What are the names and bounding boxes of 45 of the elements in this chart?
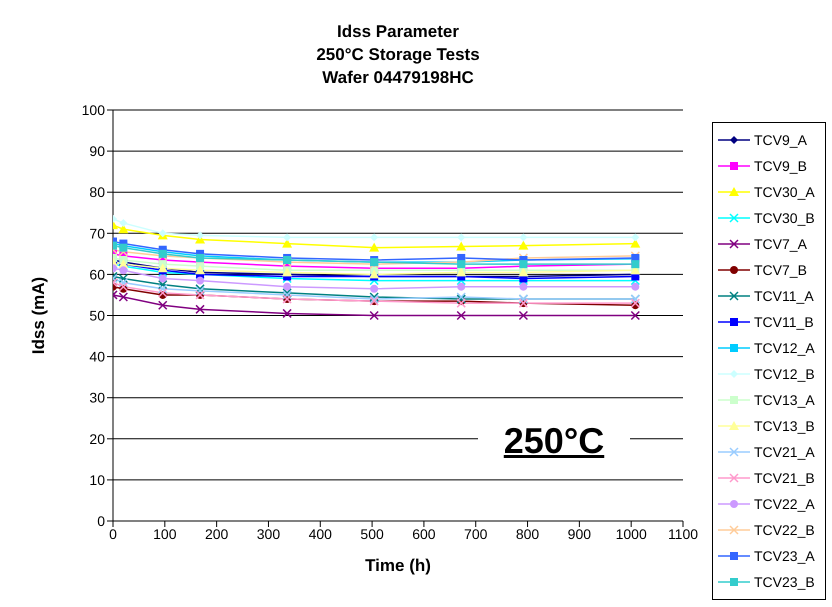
legend-label: TCV12_B: [754, 366, 815, 382]
legend-label: TCV13_A: [754, 392, 815, 408]
legend-label: TCV22_A: [754, 496, 815, 512]
annotation: 250°C: [478, 417, 630, 465]
x-tick-label: 400: [308, 526, 332, 542]
y-tick-label: 20: [89, 430, 106, 447]
x-axis-title: Time (h): [365, 556, 431, 575]
y-tick-label: 0: [97, 512, 106, 529]
y-tick-label: 10: [89, 472, 106, 488]
y-tick-label: 90: [89, 143, 106, 160]
legend-label: TCV11_A: [754, 288, 814, 304]
legend-label: TCV12_A: [754, 340, 815, 356]
legend-label: TCV30_A: [754, 184, 815, 200]
legend-label: TCV13_B: [754, 418, 815, 434]
x-tick-label: 500: [360, 526, 384, 542]
x-tick-label: 1100: [668, 526, 698, 542]
legend-label: TCV11_B: [754, 314, 814, 330]
y-tick-label: 30: [89, 390, 106, 406]
x-tick-label: 300: [256, 526, 280, 542]
legend-label: TCV21_A: [754, 444, 815, 460]
x-tick-label: 1000: [616, 526, 647, 542]
x-tick-label: 600: [412, 526, 436, 542]
x-tick-label: 200: [204, 526, 229, 542]
x-tick-label: 800: [516, 526, 540, 542]
legend-label: TCV9_A: [754, 132, 807, 148]
legend-label: TCV23_B: [754, 574, 815, 590]
x-tick-label: 0: [109, 526, 118, 542]
y-tick-label: 60: [89, 266, 106, 282]
y-tick-label: 70: [89, 225, 106, 242]
chart-title: Idss Parameter 250°C Storage Tests Wafer 04479198HC: [315, 21, 481, 89]
legend-label: TCV21_B: [754, 470, 815, 486]
x-tick-label: 700: [464, 526, 488, 542]
x-tick-label: 900: [568, 526, 592, 542]
y-tick-label: 40: [89, 348, 106, 365]
legend-label: TCV23_A: [754, 548, 815, 564]
legend-label: TCV9_B: [754, 158, 807, 174]
y-tick-label: 80: [89, 184, 106, 200]
legend-label: TCV22_B: [754, 522, 815, 538]
x-tick-label: 100: [153, 526, 177, 542]
y-axis-title: Idss (mA): [29, 276, 48, 354]
legend-label: TCV7_A: [754, 236, 807, 252]
y-tick-label: 50: [89, 307, 106, 324]
y-tick-label: 100: [82, 102, 106, 118]
legend-label: TCV30_B: [754, 210, 815, 226]
legend-label: TCV7_B: [754, 262, 807, 278]
